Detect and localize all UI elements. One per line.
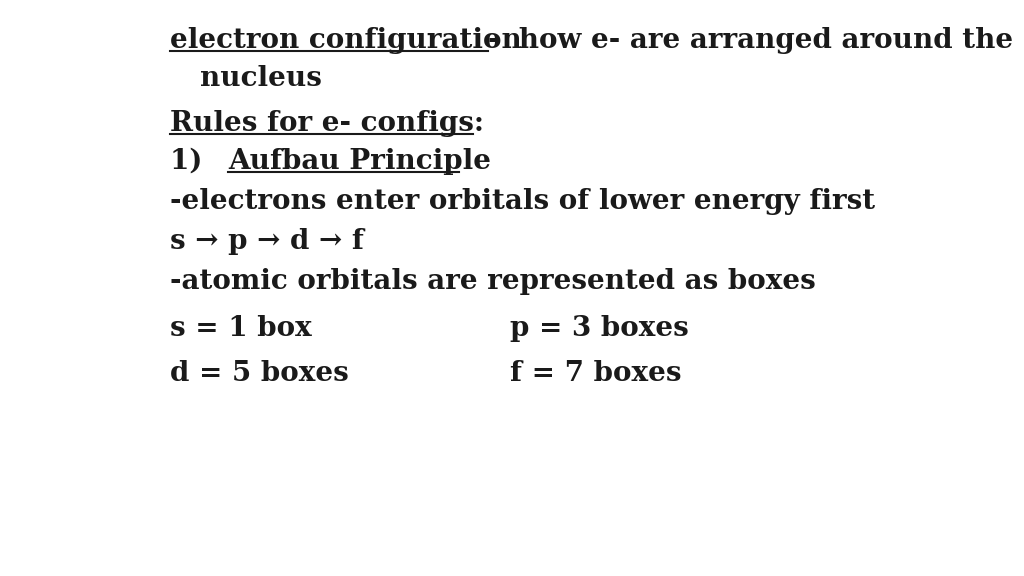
Text: -electrons enter orbitals of lower energy first: -electrons enter orbitals of lower energ… (170, 188, 876, 215)
Text: Rules for e- configs:: Rules for e- configs: (170, 110, 484, 137)
Text: p = 3 boxes: p = 3 boxes (510, 315, 689, 342)
Text: nucleus: nucleus (200, 65, 322, 92)
Text: 1): 1) (170, 148, 221, 175)
Text: s = 1 box: s = 1 box (170, 315, 311, 342)
Text: d = 5 boxes: d = 5 boxes (170, 360, 349, 387)
Text: Aufbau Principle: Aufbau Principle (227, 148, 490, 175)
Text: -atomic orbitals are represented as boxes: -atomic orbitals are represented as boxe… (170, 268, 816, 295)
Text: -  how e- are arranged around the: - how e- are arranged around the (487, 27, 1013, 54)
Text: f = 7 boxes: f = 7 boxes (510, 360, 682, 387)
Text: s → p → d → f: s → p → d → f (170, 228, 364, 255)
Text: electron configuration: electron configuration (170, 27, 522, 54)
